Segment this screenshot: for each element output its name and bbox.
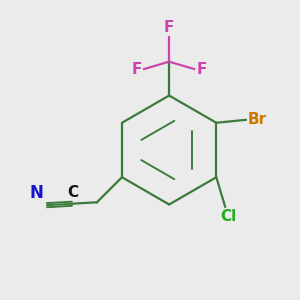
Text: F: F: [196, 61, 207, 76]
Text: F: F: [164, 20, 174, 35]
Text: Br: Br: [248, 112, 267, 127]
Text: Cl: Cl: [220, 209, 236, 224]
Text: C: C: [68, 185, 79, 200]
Text: F: F: [131, 61, 142, 76]
Text: N: N: [29, 184, 43, 202]
